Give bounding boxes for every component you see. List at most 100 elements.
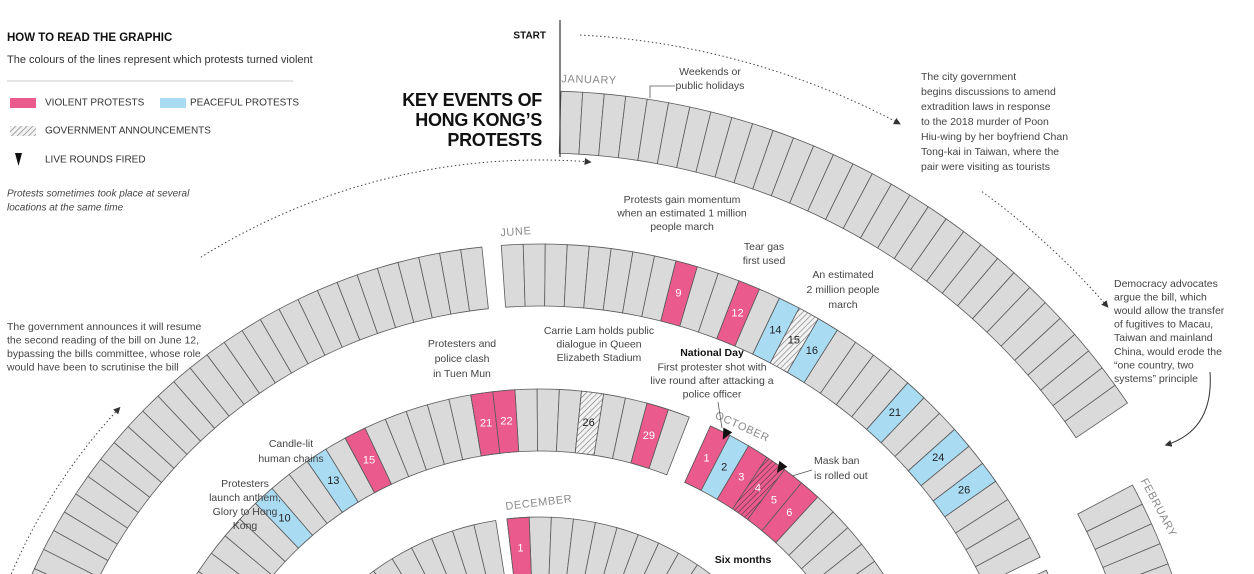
- day-label: 13: [327, 475, 339, 487]
- day-cell: [460, 246, 489, 312]
- event-cell: [716, 280, 760, 347]
- arrow: [1164, 371, 1211, 447]
- annotation: extradition laws in response: [921, 101, 1051, 113]
- legend-label: GOVERNMENT ANNOUNCEMENTS: [45, 126, 211, 137]
- day-cell: [210, 535, 272, 574]
- day-label: 9: [675, 288, 681, 300]
- event-cell: [254, 487, 313, 549]
- day-cell: [666, 552, 698, 574]
- day-cell: [544, 243, 568, 308]
- day-cell: [391, 547, 426, 574]
- legend-swatch: [10, 126, 36, 136]
- annotation-heading: National Day: [680, 347, 744, 359]
- event-cell: [306, 448, 359, 513]
- annotation: when an estimated 1 million: [616, 207, 747, 219]
- annotation: The government announces it will resume: [7, 321, 202, 333]
- event-cell: [660, 260, 698, 327]
- guide-arrow: [200, 158, 592, 258]
- legend-swatch: [15, 153, 22, 166]
- legend-label: VIOLENT PROTESTS: [45, 98, 145, 109]
- annotation: march: [828, 299, 857, 311]
- day-cell: [369, 570, 377, 574]
- day-label: 16: [806, 345, 818, 357]
- day-cell: [500, 243, 526, 308]
- annotation-heading: Six months: [715, 554, 772, 566]
- day-cell: [33, 548, 94, 574]
- day-cell: [1037, 569, 1049, 574]
- live-round-marker: [722, 427, 733, 440]
- month-label: JANUARY: [561, 73, 617, 87]
- day-cell: [623, 534, 660, 574]
- day-cell: [823, 543, 876, 574]
- annotation: pair were visiting as tourists: [921, 161, 1050, 173]
- day-cell: [410, 538, 447, 574]
- annotation: public holidays: [676, 80, 745, 92]
- annotation: launch anthem,: [209, 492, 281, 504]
- event-cell: [506, 516, 532, 574]
- day-cell: [584, 522, 618, 574]
- day-cell: [648, 409, 690, 476]
- day-label: 10: [278, 513, 290, 525]
- pointer-line: [649, 85, 675, 98]
- day-label: 5: [771, 494, 777, 506]
- start-label: START: [513, 31, 546, 42]
- legend-subtitle: The colours of the lines represent which…: [7, 54, 313, 66]
- title: KEY EVENTS OF: [402, 90, 542, 110]
- annotation: would have been to scrutinise the bill: [6, 361, 179, 373]
- annotation: police clash: [435, 353, 490, 365]
- legend-swatch: [10, 98, 36, 108]
- annotation: Protests gain momentum: [624, 194, 741, 206]
- legend-note: Protests sometimes took place at several: [7, 189, 190, 200]
- day-label: 22: [500, 415, 512, 427]
- annotation: Democracy advocates: [1114, 278, 1218, 290]
- day-cell: [566, 518, 596, 574]
- annotation: Hiu-wing by her boyfriend Chan: [921, 131, 1068, 143]
- day-cell: [522, 243, 546, 307]
- day-label: 26: [958, 484, 970, 496]
- annotation: people march: [650, 221, 714, 233]
- day-label: 6: [786, 507, 792, 519]
- annotation: live round after attacking a: [650, 375, 773, 387]
- annotation: argue the bill, which: [1114, 291, 1207, 303]
- event-cell: [932, 462, 997, 518]
- day-label: 12: [731, 307, 743, 319]
- annotation: Weekends or: [679, 66, 741, 78]
- event-cell: [786, 318, 838, 384]
- annotation: Candle-lit: [269, 438, 313, 450]
- day-cell: [373, 558, 402, 574]
- day-label: 26: [582, 417, 594, 429]
- day-label: 29: [643, 430, 655, 442]
- day-cell: [473, 520, 505, 574]
- event-cell: [866, 382, 925, 444]
- annotation: would allow the transfer: [1113, 305, 1225, 317]
- month-label: JUNE: [500, 225, 532, 239]
- annotation: to the 2018 murder of Poon: [921, 116, 1049, 128]
- annotation: Elizabeth Stadium: [557, 352, 642, 364]
- event-cell: [761, 482, 819, 544]
- day-cell: [856, 560, 884, 574]
- annotation: China, would erode the: [1114, 346, 1222, 358]
- legend-label: PEACEFUL PROTESTS: [190, 98, 299, 109]
- annotation: first used: [743, 255, 786, 267]
- annotation: The city government: [921, 71, 1016, 83]
- day-cell: [536, 388, 560, 452]
- annotation: in Tuen Mun: [433, 368, 491, 380]
- title: HONG KONG’S: [415, 110, 542, 130]
- legend-label: LIVE ROUNDS FIRED: [45, 155, 146, 166]
- event-cell: [630, 402, 669, 469]
- annotation: “one country, two: [1114, 359, 1194, 371]
- day-label: 2: [721, 462, 727, 474]
- day-label: 14: [769, 325, 781, 337]
- day-label: 15: [788, 334, 800, 346]
- day-cell: [800, 527, 863, 574]
- day-label: 4: [755, 483, 761, 495]
- annotation: bypassing the bills committee, whose rol…: [7, 348, 201, 360]
- live-round-marker: [776, 460, 788, 473]
- annotation: begins discussions to amend: [921, 86, 1056, 98]
- annotation: Mask ban: [814, 455, 860, 467]
- annotation: Tong-kai in Taiwan, where the: [921, 146, 1059, 158]
- guide-arrow: [580, 34, 901, 125]
- day-label: 1: [517, 543, 523, 555]
- day-cell: [548, 516, 574, 574]
